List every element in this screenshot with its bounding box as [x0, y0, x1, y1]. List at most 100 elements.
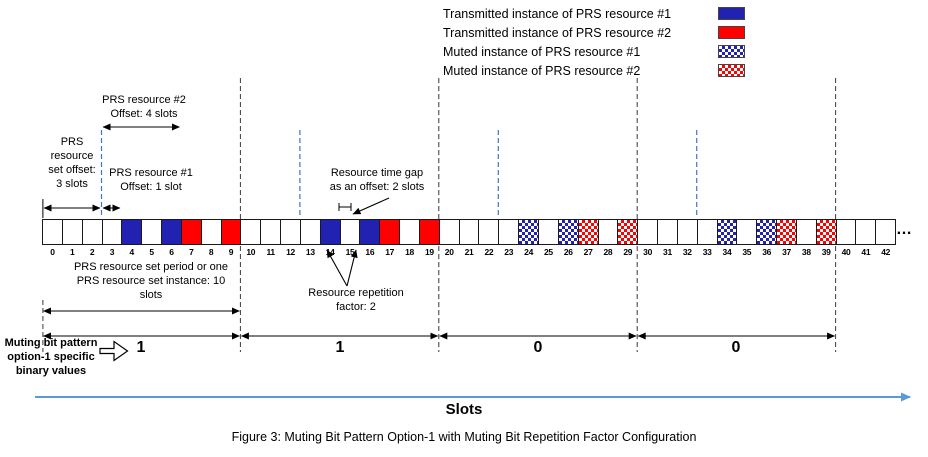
muting-bit-0: 1	[136, 339, 146, 356]
slot-box	[577, 219, 599, 245]
slot-number: 30	[643, 247, 653, 257]
slot-27: 27	[577, 219, 599, 257]
slots-axis-label: Slots	[445, 401, 483, 418]
legend-label: Transmitted instance of PRS resource #1	[443, 6, 672, 21]
slot-box	[101, 219, 123, 245]
slot-box	[458, 219, 480, 245]
slot-box	[319, 219, 341, 245]
slot-29: 29	[617, 219, 639, 257]
slot-9: 9	[220, 219, 242, 257]
slot-40: 40	[835, 219, 857, 257]
slot-number: 4	[129, 247, 135, 257]
res1-swatch	[718, 7, 745, 20]
slot-38: 38	[795, 219, 817, 257]
slot-number: 31	[663, 247, 672, 257]
slot-number: 41	[861, 247, 871, 257]
slot-3: 3	[101, 219, 123, 257]
slot-number: 27	[583, 247, 593, 257]
slot-number: 33	[702, 247, 712, 257]
legend-label: Muted instance of PRS resource #2	[443, 63, 641, 78]
slot-box	[855, 219, 877, 245]
legend: Transmitted instance of PRS resource #1 T…	[443, 4, 745, 80]
slot-11: 11	[260, 219, 282, 257]
legend-label: Transmitted instance of PRS resource #2	[443, 25, 672, 40]
slot-number: 29	[623, 247, 633, 257]
slot-number: 2	[89, 247, 95, 257]
slot-box	[379, 219, 401, 245]
slot-box	[399, 219, 420, 245]
annotation-muting-label: Muting bit pattern option-1 specific bin…	[4, 337, 98, 377]
slot-33: 33	[696, 219, 718, 257]
slot-box	[141, 219, 163, 245]
slot-box	[815, 219, 837, 245]
slot-box	[538, 219, 559, 245]
slot-number: 23	[504, 247, 514, 257]
slot-22: 22	[478, 219, 500, 257]
slot-41: 41	[855, 219, 877, 257]
slot-number: 6	[169, 247, 174, 257]
slot-box	[657, 219, 678, 245]
slot-box	[280, 219, 301, 245]
slot-row: 0 1 2 3 4 5 6 7 8 9 10 11 12 13 14 15 16 17 18 19 20 21 22 23 24…	[42, 219, 902, 261]
slot-box	[438, 219, 460, 245]
slot-2: 2	[81, 219, 103, 257]
legend-item: Transmitted instance of PRS resource #2	[443, 23, 745, 42]
slot-box	[676, 219, 698, 245]
slot-number: 16	[365, 247, 375, 257]
slot-number: 11	[266, 247, 275, 257]
slot-box	[240, 219, 262, 245]
slot-box	[557, 219, 579, 245]
annotation-time-gap: Resource time gap as an offset: 2 slots	[329, 167, 425, 193]
muting-bit-1: 1	[335, 339, 345, 356]
slot-box	[42, 219, 63, 245]
res2-swatch	[718, 26, 745, 39]
slot-18: 18	[399, 219, 420, 257]
slot-20: 20	[438, 219, 460, 257]
slot-box	[795, 219, 817, 245]
slot-number: 18	[405, 247, 414, 257]
slot-number: 34	[722, 247, 732, 257]
slot-number: 22	[484, 247, 494, 257]
slot-number: 35	[742, 247, 752, 257]
slot-box	[61, 219, 83, 245]
slot-box	[716, 219, 738, 245]
figure-caption: Figure 3: Muting Bit Pattern Option-1 wi…	[231, 430, 697, 444]
annotation-res2-offset: PRS resource #2 Offset: 4 slots	[102, 94, 186, 120]
muted1-swatch	[718, 45, 745, 58]
slot-34: 34	[716, 219, 738, 257]
annotation-set-offset: PRS resource set offset: 3 slots	[48, 136, 96, 190]
slot-number: 40	[841, 247, 851, 257]
muted2-swatch	[718, 64, 745, 77]
slot-box	[121, 219, 143, 245]
slot-number: 26	[563, 247, 573, 257]
slot-number: 32	[682, 247, 692, 257]
slot-number: 21	[464, 247, 474, 257]
legend-item: Transmitted instance of PRS resource #1	[443, 4, 745, 23]
annotation-set-period: PRS resource set period or one PRS resou…	[73, 261, 229, 301]
slot-number: 38	[801, 247, 811, 257]
slot-box	[299, 219, 321, 245]
slot-28: 28	[597, 219, 619, 257]
annotation-repetition: Resource repetition factor: 2	[308, 287, 404, 313]
slot-5: 5	[141, 219, 163, 257]
slot-30: 30	[637, 219, 659, 257]
slot-box	[220, 219, 242, 245]
slot-number: 3	[109, 247, 115, 257]
muting-bits-row: 1 1 0 0	[0, 339, 928, 361]
slot-36: 36	[756, 219, 778, 257]
slot-7: 7	[180, 219, 202, 257]
slot-19: 19	[418, 219, 440, 257]
slot-box	[637, 219, 659, 245]
slot-number: 37	[782, 247, 791, 257]
slot-17: 17	[379, 219, 401, 257]
slot-23: 23	[498, 219, 520, 257]
slot-box	[359, 219, 381, 245]
slot-box	[756, 219, 778, 245]
slot-number: 8	[208, 247, 214, 257]
legend-item: Muted instance of PRS resource #1	[443, 42, 745, 61]
slot-number: 19	[424, 247, 434, 257]
slot-number: 17	[385, 247, 395, 257]
slot-box	[776, 219, 797, 245]
slot-8: 8	[200, 219, 222, 257]
muting-bit-3: 0	[731, 339, 741, 356]
